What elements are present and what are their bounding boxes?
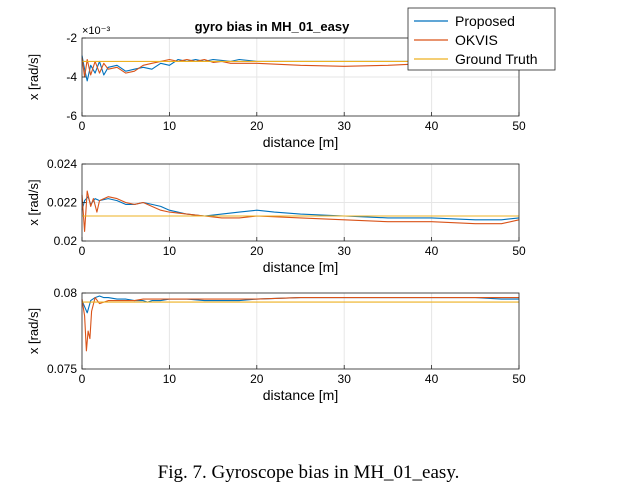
panel1-y-exponent-label: ×10⁻³	[82, 25, 110, 37]
panel1-x-tick-label: 30	[338, 119, 352, 133]
panel3-series-line-okvis	[81, 297, 519, 352]
panel2-y-tick-label: 0.024	[47, 157, 77, 171]
panel1-x-tick-label: 0	[79, 119, 86, 133]
panel3-x-tick-label: 40	[425, 372, 439, 386]
panel2-x-axis-label: distance [m]	[263, 259, 338, 275]
figure-caption: Fig. 7. Gyroscope bias in MH_01_easy.	[157, 462, 460, 483]
panel2-x-tick-label: 0	[79, 244, 86, 258]
legend-label-proposed: Proposed	[455, 13, 515, 29]
panel1-y-axis-label: x [rad/s]	[26, 54, 41, 100]
panel3-x-tick-label: 10	[163, 372, 177, 386]
panel2-series-line-okvis	[81, 190, 520, 232]
panel3-x-axis-label: distance [m]	[263, 387, 338, 403]
panel2-x-tick-label: 50	[512, 244, 526, 258]
panel3-y-tick-label: 0.075	[47, 362, 77, 376]
panel1-x-tick-label: 50	[512, 119, 526, 133]
panel1-x-tick-label: 40	[425, 119, 439, 133]
panel3-x-tick-label: 50	[512, 372, 526, 386]
panel3-axes-frame	[81, 292, 520, 370]
panel1-y-tick-label: -6	[66, 109, 77, 123]
panel1-y-tick-label: -4	[66, 70, 77, 84]
panel2-x-tick-label: 30	[338, 244, 352, 258]
panel1-series-line-okvis	[81, 57, 519, 78]
panel3-y-tick-label: 0.08	[54, 286, 78, 300]
panel2-y-tick-label: 0.022	[47, 196, 77, 210]
panel3-x-tick-label: 30	[338, 372, 352, 386]
panel3-x-tick-label: 0	[79, 372, 86, 386]
panel1-x-axis-label: distance [m]	[263, 134, 338, 150]
panel2-y-tick-label: 0.02	[54, 234, 78, 248]
panel2-x-tick-label: 10	[163, 244, 177, 258]
panel2-y-axis-label: x [rad/s]	[26, 179, 41, 225]
legend-label-ground-truth: Ground Truth	[455, 51, 538, 67]
panel3-y-axis-label: x [rad/s]	[26, 308, 41, 354]
panel1-y-tick-label: -2	[66, 31, 77, 45]
panel3-x-tick-label: 20	[250, 372, 264, 386]
legend-box	[407, 7, 556, 71]
panel1-x-tick-label: 20	[250, 119, 264, 133]
panel2-series-line-proposed	[81, 196, 520, 221]
legend-label-okvis: OKVIS	[455, 32, 498, 48]
panel2-x-tick-label: 40	[425, 244, 439, 258]
panel2-x-tick-label: 20	[250, 244, 264, 258]
panel1-x-tick-label: 10	[163, 119, 177, 133]
panel1-chart-title: gyro bias in MH_01_easy	[195, 19, 350, 34]
panel3-plot-area	[82, 293, 519, 369]
